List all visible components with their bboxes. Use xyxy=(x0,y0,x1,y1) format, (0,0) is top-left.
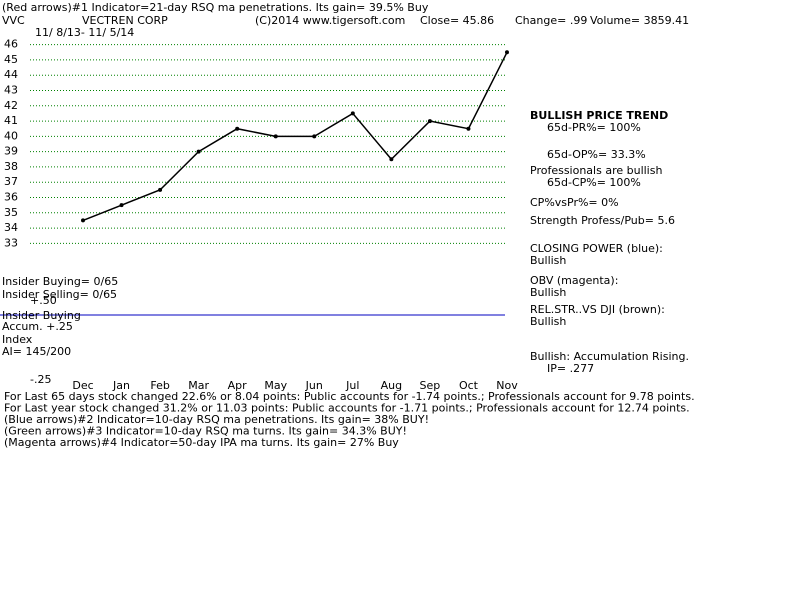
x-tick-label: Sep xyxy=(420,379,441,392)
change: Change= .99 xyxy=(515,14,587,27)
panel-label: Insider Selling= 0/65 xyxy=(2,288,117,301)
side-note: Bullish xyxy=(530,315,566,328)
y-tick-label: 36 xyxy=(4,191,18,204)
price-point xyxy=(350,111,355,116)
x-tick-label: Apr xyxy=(228,379,248,392)
panel-label: Index xyxy=(2,333,33,346)
side-note: IP= .277 xyxy=(547,362,594,375)
footer-line: (Green arrows)#3 Indicator=10-day RSQ ma… xyxy=(4,425,407,438)
side-note: Professionals are bullish xyxy=(530,164,662,177)
price-point xyxy=(427,119,432,124)
side-note: REL.STR..VS DJI (brown): xyxy=(530,303,665,316)
y-tick-label: 41 xyxy=(4,114,18,127)
footer-line: For Last year stock changed 31.2% or 11.… xyxy=(4,402,690,415)
price-point xyxy=(505,50,509,55)
y-tick-label: 34 xyxy=(4,221,18,234)
price-point xyxy=(273,134,278,139)
x-tick-label: Jun xyxy=(305,379,323,392)
x-tick-label: Feb xyxy=(150,379,169,392)
y-tick-label: 37 xyxy=(4,175,18,188)
side-note: Bullish: Accumulation Rising. xyxy=(530,350,689,363)
panel-label: AI= 145/200 xyxy=(2,345,71,358)
x-tick-label: Jan xyxy=(112,379,130,392)
price-point xyxy=(466,126,471,131)
x-tick-label: Aug xyxy=(381,379,402,392)
y-tick-label: 40 xyxy=(4,129,18,142)
price-line xyxy=(82,51,508,222)
price-point xyxy=(389,157,394,162)
panel-label: Accum. +.25 xyxy=(2,320,73,333)
footer-line: For Last 65 days stock changed 22.6% or … xyxy=(4,390,695,403)
y-tick-label: 39 xyxy=(4,145,18,158)
y-tick-label: 44 xyxy=(4,68,18,81)
x-tick-label: Dec xyxy=(72,379,93,392)
side-note: BULLISH PRICE TREND xyxy=(530,109,668,122)
price-point xyxy=(235,126,240,131)
x-tick-label: Nov xyxy=(496,379,518,392)
y-tick-label: 42 xyxy=(4,99,18,112)
header: (Red arrows)#1 Indicator=21-day RSQ ma p… xyxy=(2,1,429,14)
x-tick-label: May xyxy=(264,379,287,392)
side-note: 65d-PR%= 100% xyxy=(547,121,641,134)
y-tick-label: 35 xyxy=(4,206,18,219)
side-note: OBV (magenta): xyxy=(530,274,618,287)
panel-label: Insider Buying= 0/65 xyxy=(2,275,118,288)
price-point xyxy=(81,218,85,223)
y-tick-label: 33 xyxy=(4,236,18,249)
x-tick-label: Jul xyxy=(345,379,359,392)
side-note: CLOSING POWER (blue): xyxy=(530,242,663,255)
side-note: 65d-OP%= 33.3% xyxy=(547,148,646,161)
panel-label: +.50 xyxy=(30,294,57,307)
price-point xyxy=(312,134,317,139)
y-tick-label: 45 xyxy=(4,53,18,66)
price-point xyxy=(196,149,201,154)
y-tick-label: 46 xyxy=(4,38,18,51)
footer-line: (Blue arrows)#2 Indicator=10-day RSQ ma … xyxy=(4,413,429,426)
price-point xyxy=(158,187,163,192)
volume: Volume= 3859.41 xyxy=(590,14,689,27)
side-note: CP%vsPr%= 0% xyxy=(530,196,619,209)
side-note: 65d-CP%= 100% xyxy=(547,176,641,189)
y-tick-label: 38 xyxy=(4,160,18,173)
source: (C)2014 www.tigersoft.com xyxy=(255,14,405,27)
side-note: Bullish xyxy=(530,254,566,267)
x-tick-label: Oct xyxy=(459,379,479,392)
price-point xyxy=(119,203,124,208)
side-note: Strength Profess/Pub= 5.6 xyxy=(530,214,675,227)
side-note: Bullish xyxy=(530,286,566,299)
footer-line: (Magenta arrows)#4 Indicator=50-day IPA … xyxy=(4,436,399,449)
x-tick-label: Mar xyxy=(188,379,209,392)
date-range: 11/ 8/13- 11/ 5/14 xyxy=(35,26,134,39)
y-tick-label: 43 xyxy=(4,84,18,97)
panel-label: Insider Buying xyxy=(2,309,81,322)
ticker: VVC xyxy=(2,14,25,27)
company: VECTREN CORP xyxy=(82,14,168,27)
panel-label: -.25 xyxy=(30,373,51,386)
close: Close= 45.86 xyxy=(420,14,494,27)
